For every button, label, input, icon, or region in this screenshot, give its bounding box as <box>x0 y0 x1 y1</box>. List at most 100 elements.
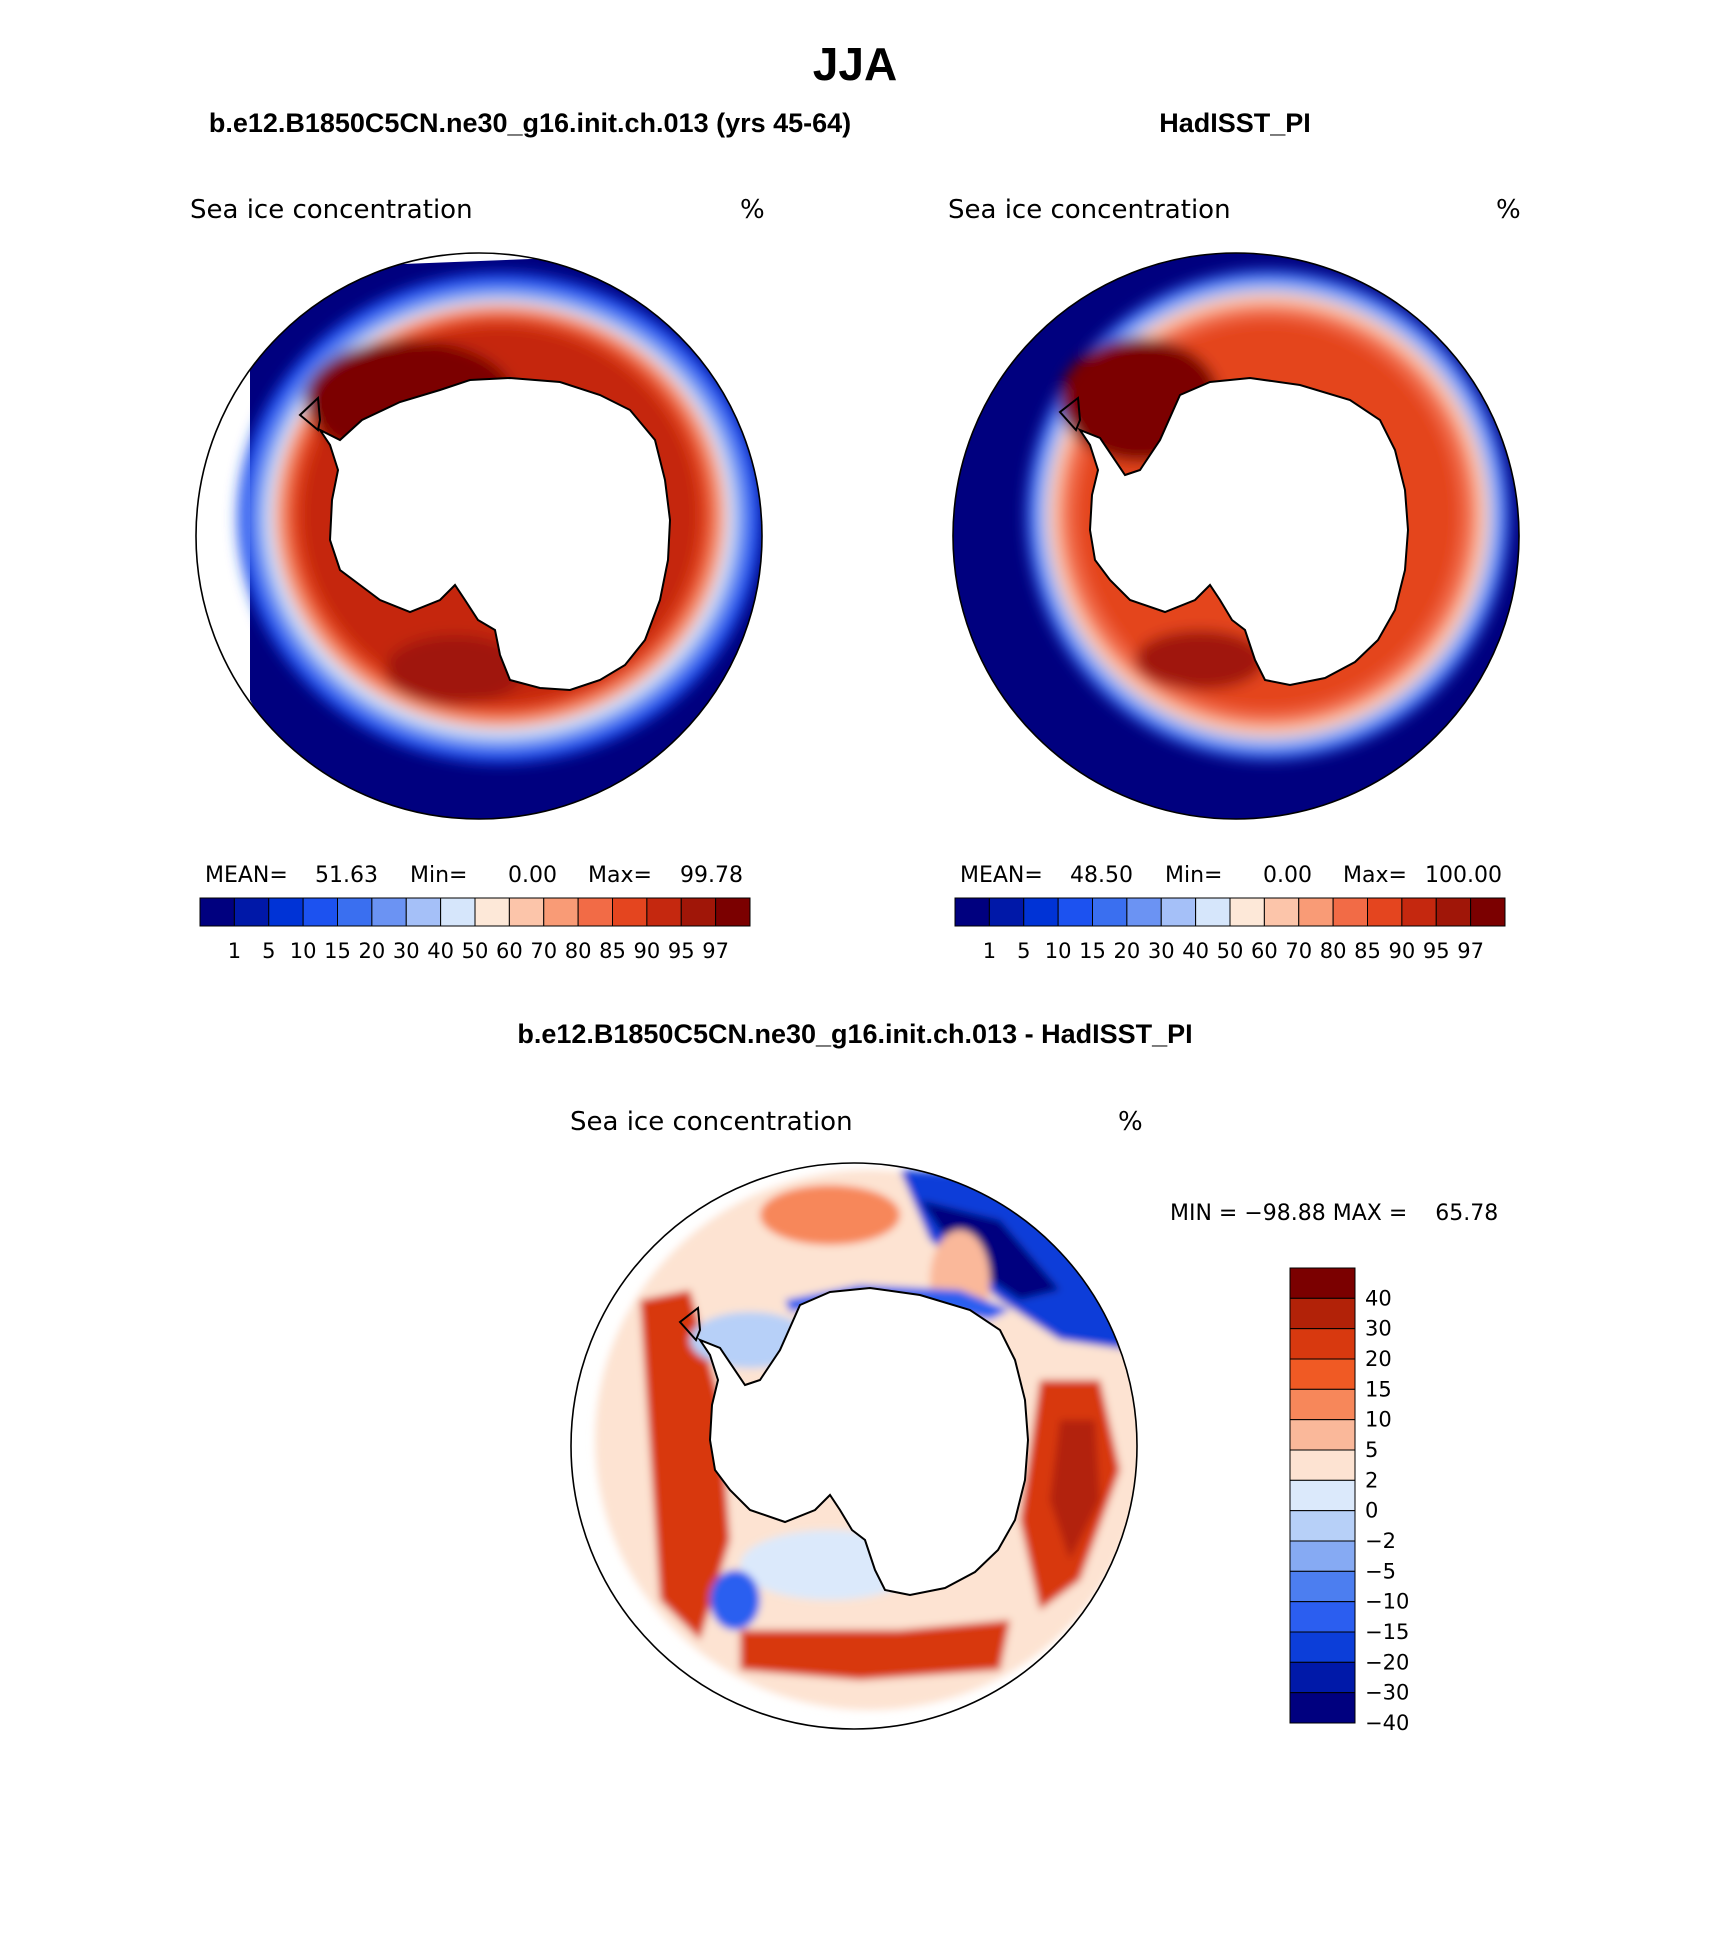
colorbar-tick-label: 1 <box>983 939 996 963</box>
colorbar-tick-label: 5 <box>262 939 275 963</box>
panel-model-title: b.e12.B1850C5CN.ne30_g16.init.ch.013 (yr… <box>209 108 851 138</box>
panel-model-mean-label: MEAN= <box>205 863 288 888</box>
colorbar-tick-label: 20 <box>1365 1347 1392 1371</box>
colorbar-tick-label: 2 <box>1365 1468 1378 1492</box>
colorbar-swatch <box>1289 1479 1356 1512</box>
colorbar-tick-label: −10 <box>1365 1590 1409 1614</box>
colorbar-swatch <box>1289 1328 1356 1360</box>
panel-model-max: 99.78 <box>680 863 743 888</box>
colorbar-swatch <box>1367 897 1403 927</box>
colorbar-swatch <box>543 897 579 927</box>
colorbar-tick-label: 70 <box>530 939 557 963</box>
panel-model-map <box>196 253 762 819</box>
colorbar-tick-label: 30 <box>1365 1317 1392 1341</box>
colorbar-tick-label: 90 <box>1389 939 1416 963</box>
colorbar-swatch <box>268 897 304 927</box>
colorbar-tick-label: −30 <box>1365 1681 1409 1705</box>
colorbar-swatch <box>954 897 990 927</box>
colorbar-swatch <box>1289 1388 1356 1421</box>
colorbar-tick-label: −15 <box>1365 1620 1409 1644</box>
panel-model-max-label: Max= <box>588 863 652 888</box>
colorbar-swatch <box>233 897 270 927</box>
panel-diff-title: b.e12.B1850C5CN.ne30_g16.init.ch.013 - H… <box>517 1019 1192 1049</box>
panel-model-colorbar: 1 5 10 15 20 30 40 50 60 70 80 85 90 95 97 <box>199 897 751 963</box>
colorbar-tick-label: −20 <box>1365 1650 1409 1674</box>
panel-diff-units: % <box>1118 1107 1143 1137</box>
colorbar-tick-label: 40 <box>1182 939 1209 963</box>
peninsula-coast <box>1058 396 1082 432</box>
colorbar-swatch <box>1289 1631 1356 1663</box>
colorbar-swatch <box>646 897 682 927</box>
colorbar-swatch <box>1289 1570 1356 1603</box>
colorbar-swatch <box>1092 897 1128 927</box>
colorbar-swatch <box>371 897 407 927</box>
panel-obs-frame <box>952 252 1520 820</box>
colorbar-tick-label: 30 <box>393 939 420 963</box>
colorbar-swatch <box>1289 1419 1356 1451</box>
panel-model-units: % <box>740 195 765 225</box>
panel-obs-map <box>953 253 1519 819</box>
panel-obs: HadISST_PI Sea ice concentration % MEAN=… <box>948 108 1521 963</box>
colorbar-swatch <box>1470 897 1506 927</box>
colorbar-tick-label: 5 <box>1365 1438 1378 1462</box>
colorbar-swatch <box>508 897 545 927</box>
colorbar-swatch <box>1289 1449 1356 1481</box>
panel-obs-title: HadISST_PI <box>1159 108 1311 138</box>
panel-model-frame <box>195 252 763 820</box>
panel-obs-max-label: Max= <box>1343 863 1407 888</box>
colorbar-tick-label: 30 <box>1148 939 1175 963</box>
colorbar-tick-label: 10 <box>1045 939 1072 963</box>
panel-diff-frame <box>570 1162 1138 1730</box>
colorbar-swatch <box>1289 1692 1356 1724</box>
colorbar-swatch <box>1289 1661 1356 1694</box>
colorbar-swatch <box>1126 897 1162 927</box>
colorbar-swatch <box>1160 897 1197 927</box>
colorbar-tick-label: 20 <box>359 939 386 963</box>
panel-obs-mean-label: MEAN= <box>960 863 1043 888</box>
colorbar-swatch <box>988 897 1025 927</box>
colorbar-swatch <box>1289 1601 1356 1633</box>
colorbar-swatch <box>1023 897 1059 927</box>
panel-obs-min-label: Min= <box>1165 863 1222 888</box>
panel-model: b.e12.B1850C5CN.ne30_g16.init.ch.013 (yr… <box>190 108 851 963</box>
colorbar-tick-label: 95 <box>1423 939 1450 963</box>
colorbar-tick-label: 0 <box>1365 1499 1378 1523</box>
colorbar-swatch <box>1263 897 1300 927</box>
colorbar-tick-label: 15 <box>1365 1377 1392 1401</box>
colorbar-tick-label: 60 <box>496 939 523 963</box>
colorbar-swatch <box>1289 1358 1356 1390</box>
colorbar-swatch <box>680 897 717 927</box>
panel-obs-mean: 48.50 <box>1070 863 1133 888</box>
colorbar-tick-label: 70 <box>1285 939 1312 963</box>
colorbar-tick-label: 80 <box>565 939 592 963</box>
panel-diff-minmax: MIN = −98.88 MAX = 65.78 <box>1170 1201 1498 1226</box>
panel-diff-subtitle: Sea ice concentration <box>570 1107 853 1137</box>
colorbar-swatch <box>1195 897 1231 927</box>
panel-obs-min: 0.00 <box>1263 863 1312 888</box>
colorbar-tick-label: −40 <box>1365 1711 1409 1735</box>
colorbar-swatch <box>199 897 235 927</box>
colorbar-swatch <box>612 897 648 927</box>
colorbar-swatch <box>1289 1267 1356 1299</box>
panel-obs-colorbar: 1 5 10 15 20 30 40 50 60 70 80 85 90 95 97 <box>954 897 1506 963</box>
colorbar-swatch <box>1332 897 1368 927</box>
colorbar-swatch <box>577 897 613 927</box>
colorbar-tick-label: 15 <box>324 939 351 963</box>
colorbar-swatch <box>405 897 442 927</box>
colorbar-swatch <box>715 897 751 927</box>
panel-obs-max: 100.00 <box>1425 863 1502 888</box>
colorbar-tick-label: 20 <box>1114 939 1141 963</box>
colorbar-tick-label: −2 <box>1365 1529 1396 1553</box>
colorbar-tick-label: 1 <box>228 939 241 963</box>
colorbar-tick-label: 60 <box>1251 939 1278 963</box>
peninsula-coast <box>678 1306 702 1342</box>
colorbar-swatch <box>337 897 373 927</box>
colorbar-swatch <box>474 897 510 927</box>
panel-diff-map <box>571 1163 1137 1729</box>
panel-diff: b.e12.B1850C5CN.ne30_g16.init.ch.013 - H… <box>517 1019 1498 1735</box>
colorbar-tick-label: 10 <box>290 939 317 963</box>
panel-model-subtitle: Sea ice concentration <box>190 195 473 225</box>
colorbar-tick-label: 10 <box>1365 1408 1392 1432</box>
peninsula-coast <box>298 395 322 432</box>
